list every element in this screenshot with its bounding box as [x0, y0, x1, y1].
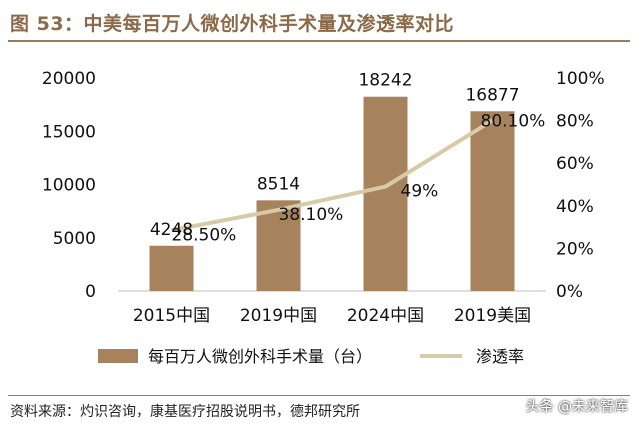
x-category-label: 2015中国: [133, 306, 210, 326]
y-left-tick-label: 10000: [42, 176, 96, 196]
line-value-label: 38.10%: [279, 205, 344, 225]
legend-label-bar: 每百万人微创外科手术量（台）: [148, 347, 372, 366]
y-right-tick-label: 100%: [556, 69, 605, 89]
y-left-tick-label: 20000: [42, 69, 96, 89]
axes-layer: 0 5000 10000 15000 20000 0% 20% 40% 60% 80% 100% 20…: [42, 69, 605, 326]
y-right-tick-label: 60%: [556, 154, 594, 174]
x-category-label: 2024中国: [347, 306, 424, 326]
title-divider: [8, 40, 630, 42]
y-right-tick-label: 20%: [556, 239, 594, 259]
figure-title: 图 53：中美每百万人微创外科手术量及渗透率对比: [10, 13, 455, 35]
line-value-label: 49%: [401, 182, 439, 202]
legend-layer: 每百万人微创外科手术量（台） 渗透率: [98, 347, 524, 366]
watermark-text: 头条 @未来智库: [525, 399, 628, 415]
line-layer: [171, 118, 494, 233]
y-left-tick-label: 15000: [42, 122, 96, 142]
y-right-tick-label: 80%: [556, 112, 594, 132]
bar-value-label: 4248: [150, 220, 193, 240]
bar-value-label: 8514: [257, 174, 300, 194]
x-category-label: 2019中国: [240, 306, 317, 326]
bar: [149, 245, 194, 291]
x-category-label: 2019美国: [454, 306, 531, 326]
source-note: 资料来源：灼识咨询，康基医疗招股说明书，德邦研究所: [10, 404, 360, 420]
bar: [470, 111, 515, 291]
footer-divider: [8, 395, 630, 396]
line-value-label: 28.50%: [172, 225, 237, 245]
bar: [256, 200, 301, 291]
y-left-tick-label: 0: [85, 282, 96, 302]
bar-value-label: 16877: [465, 85, 519, 105]
legend-swatch-bar: [98, 349, 138, 363]
y-right-tick-label: 0%: [556, 282, 583, 302]
bar: [363, 96, 408, 291]
y-left-tick-label: 5000: [53, 229, 96, 249]
bars-layer: [149, 96, 515, 291]
line-value-label: 80.10%: [481, 111, 546, 131]
labels-layer: 4248 8514 18242 16877 28.50% 38.10% 49% 80.10%: [150, 71, 545, 246]
legend-label-line: 渗透率: [476, 347, 524, 366]
y-right-tick-label: 40%: [556, 197, 594, 217]
penetration-line: [171, 118, 494, 233]
bar-value-label: 18242: [358, 71, 412, 91]
